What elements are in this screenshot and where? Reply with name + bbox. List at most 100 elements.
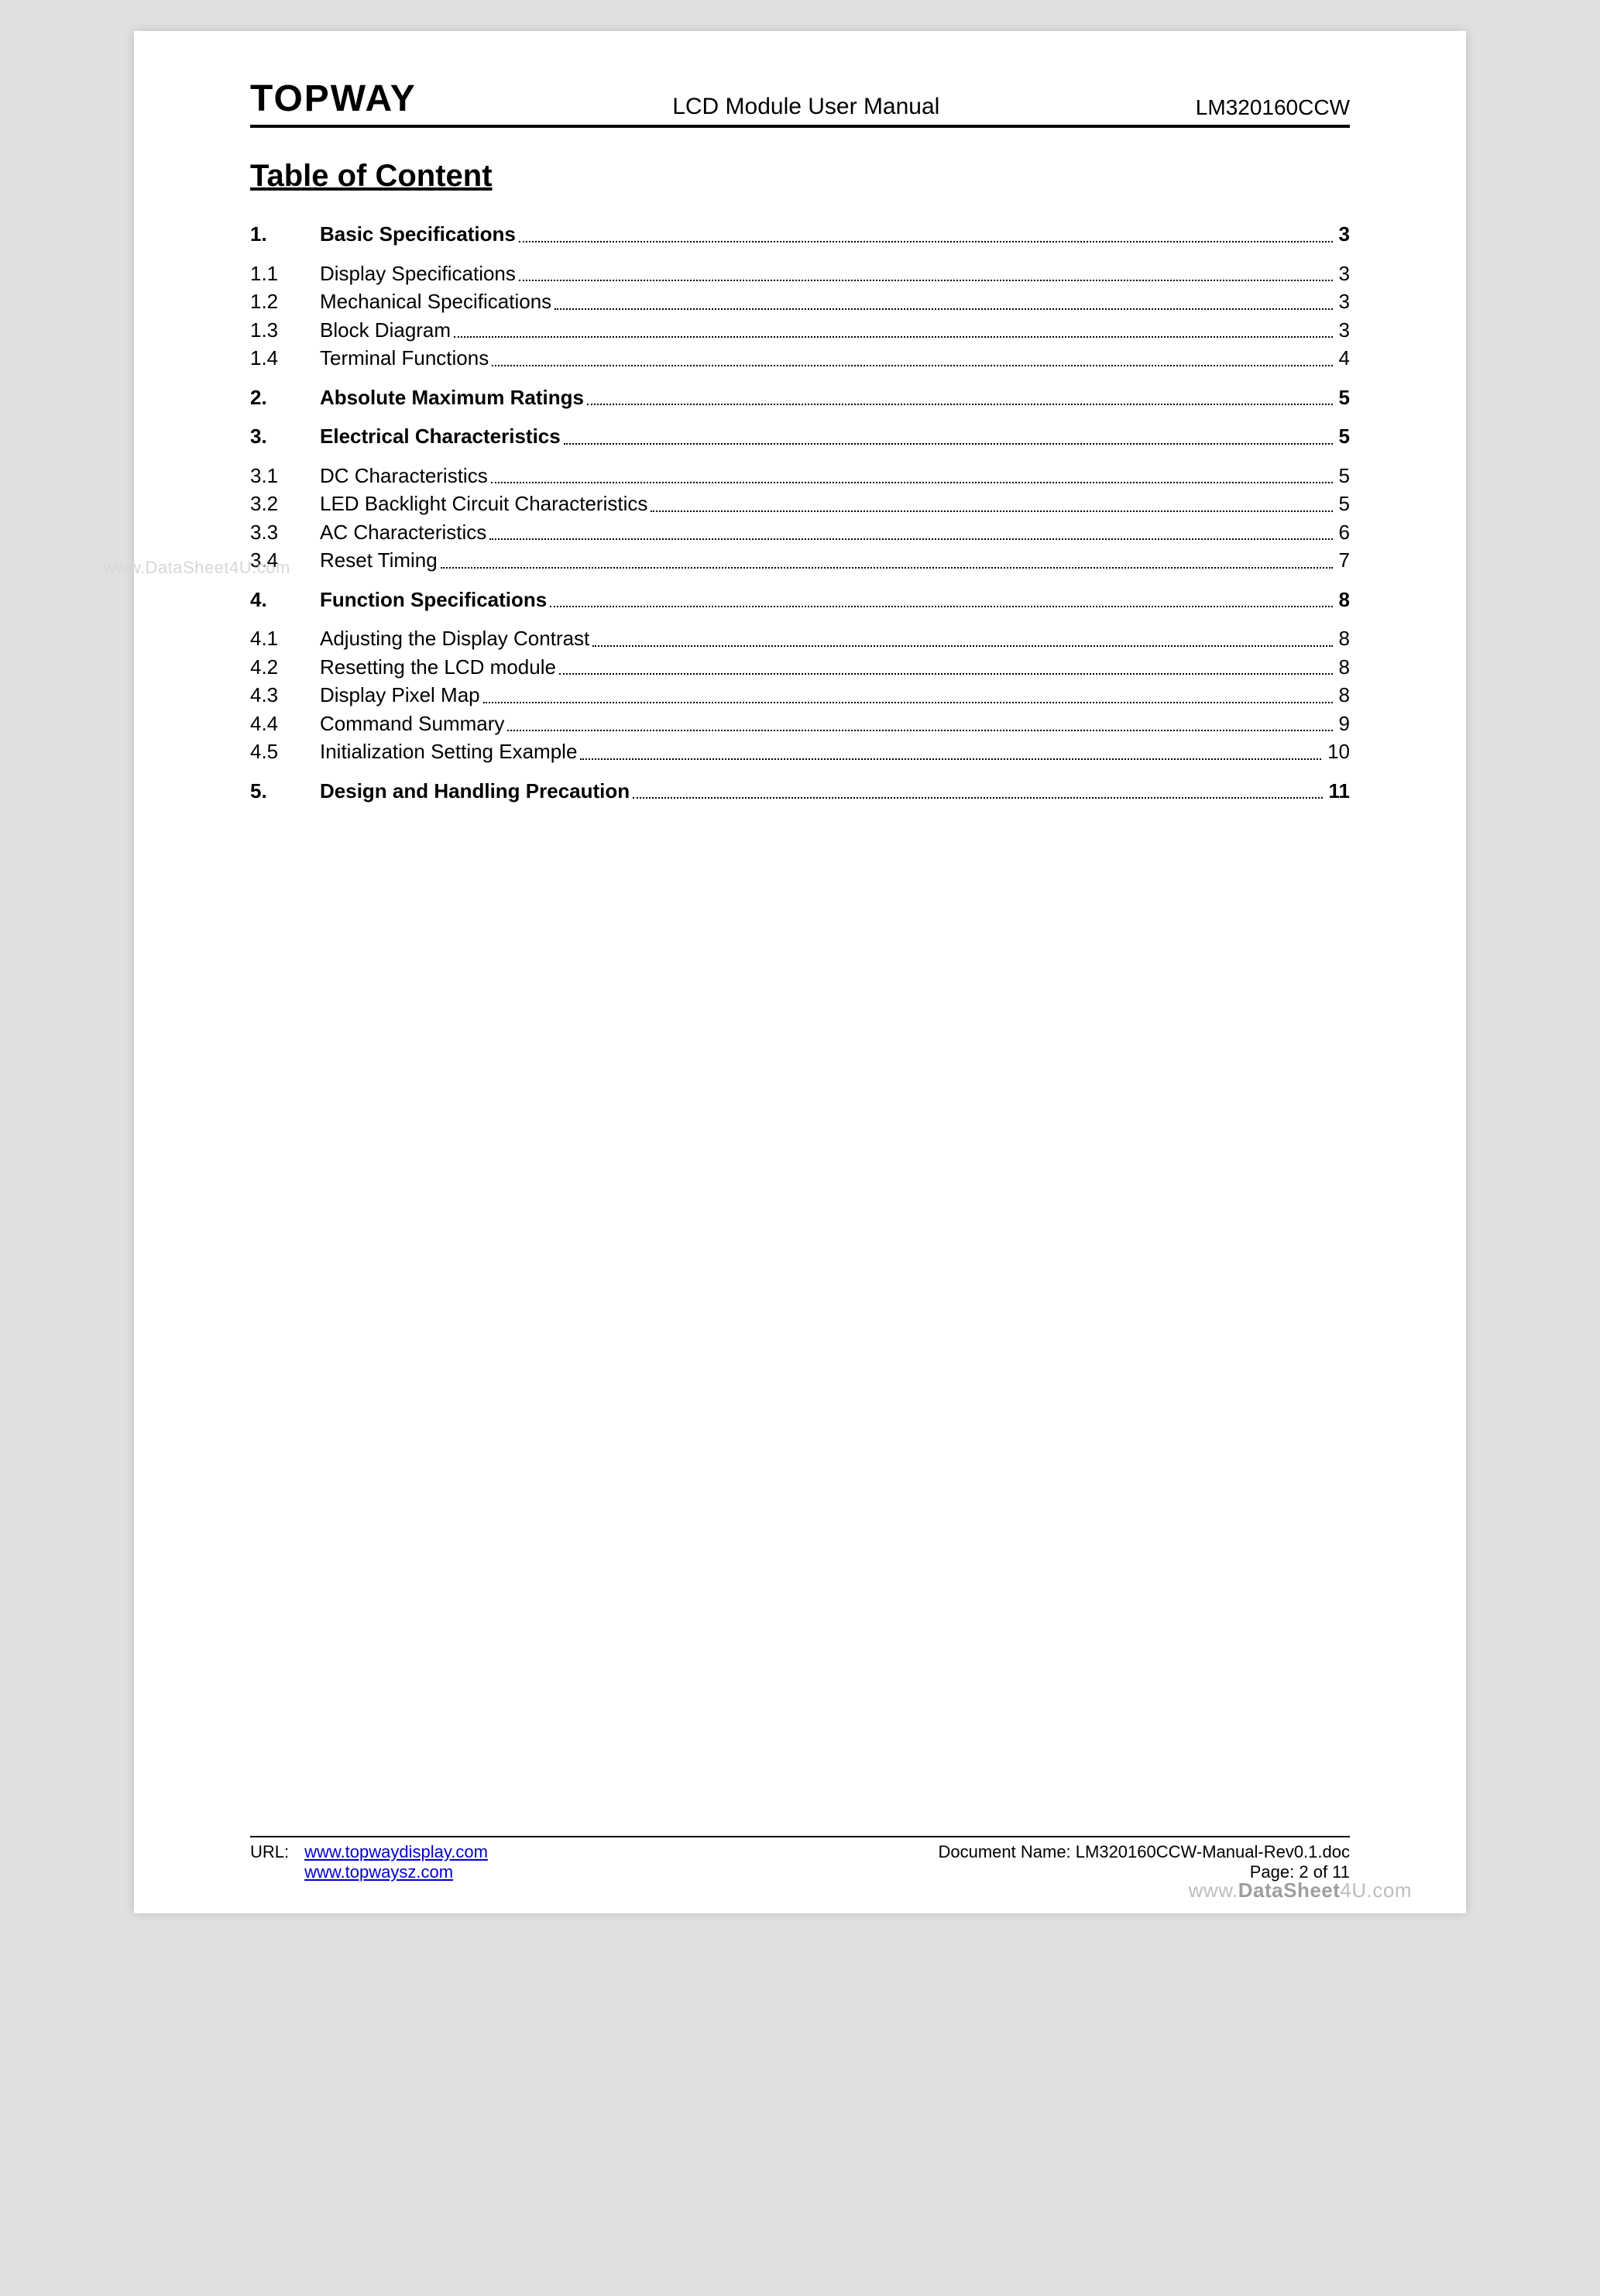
- toc-leader: [564, 443, 1333, 445]
- toc-number: 5.: [250, 779, 320, 804]
- toc-page: 3: [1336, 261, 1350, 287]
- toc-page: 8: [1336, 626, 1350, 651]
- toc-page: 8: [1336, 682, 1350, 708]
- toc-row[interactable]: 1.4Terminal Functions4: [250, 345, 1350, 371]
- toc-leader: [651, 510, 1332, 512]
- toc-row[interactable]: 3.4Reset Timing7: [250, 548, 1350, 573]
- toc-label: Function Specifications: [320, 587, 547, 613]
- toc-label-wrap: Resetting the LCD module 8: [320, 655, 1350, 680]
- toc-label: Adjusting the Display Contrast: [320, 626, 589, 651]
- toc-row[interactable]: 1.2Mechanical Specifications 3: [250, 289, 1350, 314]
- toc-page: 7: [1336, 548, 1350, 573]
- footer-left: URL: www.topwaydisplay.com www.topwaysz.…: [250, 1842, 488, 1882]
- toc-row[interactable]: 4.5Initialization Setting Example10: [250, 739, 1350, 765]
- toc-leader: [555, 308, 1332, 310]
- toc-leader: [519, 241, 1333, 242]
- toc-page: 5: [1336, 424, 1350, 449]
- toc-label: Design and Handling Precaution: [320, 779, 630, 804]
- toc-page: 5: [1336, 491, 1350, 517]
- toc-leader: [633, 797, 1322, 799]
- toc-label-wrap: Mechanical Specifications 3: [320, 289, 1350, 314]
- toc-label-wrap: Function Specifications 8: [320, 587, 1350, 613]
- toc-page: 8: [1336, 655, 1350, 680]
- toc-leader: [507, 730, 1332, 731]
- watermark-bottom-prefix: www.: [1189, 1878, 1238, 1902]
- toc-leader: [559, 673, 1333, 675]
- toc-page: 4: [1336, 345, 1350, 371]
- toc-page: 3: [1336, 289, 1350, 314]
- toc-label: AC Characteristics: [320, 520, 486, 545]
- toc-row[interactable]: 1.Basic Specifications3: [250, 222, 1350, 247]
- toc-label-wrap: Absolute Maximum Ratings5: [320, 385, 1350, 411]
- toc-row[interactable]: 4.1Adjusting the Display Contrast8: [250, 626, 1350, 651]
- toc-number: 4.4: [250, 711, 320, 737]
- toc-row[interactable]: 4.Function Specifications8: [250, 587, 1350, 613]
- toc-row[interactable]: 5.Design and Handling Precaution 11: [250, 779, 1350, 804]
- document-title: LCD Module User Manual: [417, 94, 1196, 120]
- toc-row[interactable]: 3.1DC Characteristics5: [250, 463, 1350, 489]
- toc-leader: [454, 336, 1332, 338]
- toc-label-wrap: Basic Specifications3: [320, 222, 1350, 247]
- toc-label: Basic Specifications: [320, 222, 516, 247]
- toc-row[interactable]: 2.Absolute Maximum Ratings5: [250, 385, 1350, 411]
- watermark-bottom-bold: DataSheet: [1238, 1878, 1341, 1902]
- toc-label-wrap: Display Pixel Map 8: [320, 682, 1350, 708]
- toc-number: 1.2: [250, 289, 320, 314]
- toc-label: DC Characteristics: [320, 463, 488, 489]
- watermark-side: www.DataSheet4U.com: [103, 558, 290, 578]
- toc-page: 8: [1336, 587, 1350, 613]
- toc-label: Initialization Setting Example: [320, 739, 577, 765]
- toc-label: Command Summary: [320, 711, 504, 737]
- toc-row[interactable]: 3.Electrical Characteristics5: [250, 424, 1350, 449]
- toc-label-wrap: Block Diagram 3: [320, 318, 1350, 343]
- toc-leader: [587, 404, 1333, 405]
- toc-number: 1.1: [250, 261, 320, 287]
- toc-label-wrap: Reset Timing7: [320, 548, 1350, 573]
- toc-page: 3: [1336, 318, 1350, 343]
- toc-page: 6: [1336, 520, 1350, 545]
- toc-number: 1.: [250, 222, 320, 247]
- toc-label: Electrical Characteristics: [320, 424, 561, 449]
- watermark-bottom-suffix: 4U.com: [1340, 1878, 1412, 1902]
- toc-label: Mechanical Specifications: [320, 289, 551, 314]
- toc-label-wrap: DC Characteristics5: [320, 463, 1350, 489]
- toc-number: 3.3: [250, 520, 320, 545]
- toc-number: 3.2: [250, 491, 320, 517]
- toc-row[interactable]: 4.3Display Pixel Map 8: [250, 682, 1350, 708]
- toc-leader: [580, 758, 1321, 760]
- toc-leader: [592, 645, 1332, 647]
- toc-label-wrap: Display Specifications 3: [320, 261, 1350, 287]
- part-number: LM320160CCW: [1196, 95, 1350, 120]
- toc-label-wrap: Adjusting the Display Contrast 8: [320, 626, 1350, 651]
- toc-row[interactable]: 4.4Command Summary 9: [250, 711, 1350, 737]
- toc-number: 4.3: [250, 682, 320, 708]
- toc-number: 2.: [250, 385, 320, 411]
- toc-page: 5: [1336, 385, 1350, 411]
- toc-leader: [441, 567, 1333, 569]
- toc-leader: [492, 365, 1332, 366]
- toc-leader: [489, 538, 1332, 540]
- toc-number: 1.3: [250, 318, 320, 343]
- toc-number: 1.4: [250, 345, 320, 371]
- toc-label: Block Diagram: [320, 318, 451, 343]
- footer-link-2[interactable]: www.topwaysz.com: [304, 1862, 488, 1882]
- toc-label-wrap: Terminal Functions4: [320, 345, 1350, 371]
- toc-page: 11: [1326, 779, 1351, 804]
- toc-label: Display Pixel Map: [320, 682, 480, 708]
- toc-row[interactable]: 4.2Resetting the LCD module8: [250, 655, 1350, 680]
- toc-row[interactable]: 1.1Display Specifications 3: [250, 261, 1350, 287]
- toc-label: LED Backlight Circuit Characteristics: [320, 491, 647, 517]
- toc-label: Display Specifications: [320, 261, 516, 287]
- toc-label: Resetting the LCD module: [320, 655, 556, 680]
- page-footer: URL: www.topwaydisplay.com www.topwaysz.…: [250, 1836, 1350, 1882]
- toc-label-wrap: LED Backlight Circuit Characteristics 5: [320, 491, 1350, 517]
- toc-label-wrap: Command Summary 9: [320, 711, 1350, 737]
- toc-row[interactable]: 1.3Block Diagram 3: [250, 318, 1350, 343]
- toc-page: 9: [1336, 711, 1350, 737]
- toc-row[interactable]: 3.3AC Characteristics 6: [250, 520, 1350, 545]
- toc-label-wrap: Initialization Setting Example10: [320, 739, 1350, 765]
- footer-link-1[interactable]: www.topwaydisplay.com: [304, 1842, 488, 1862]
- toc-row[interactable]: 3.2LED Backlight Circuit Characteristics…: [250, 491, 1350, 517]
- footer-right: Document Name: LM320160CCW-Manual-Rev0.1…: [938, 1842, 1350, 1882]
- toc-label-wrap: Design and Handling Precaution 11: [320, 779, 1350, 804]
